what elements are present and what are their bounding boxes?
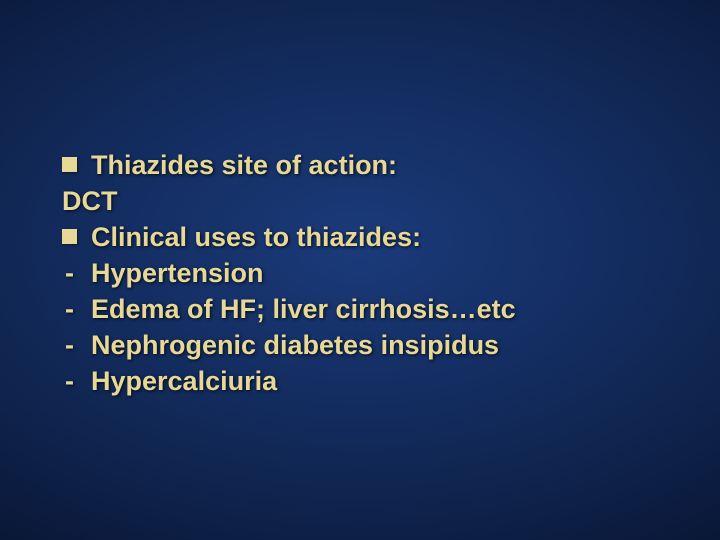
list-item-text: Nephrogenic diabetes insipidus [91,328,499,362]
list-item-text: DCT [62,184,118,218]
list-item: - Nephrogenic diabetes insipidus [62,328,680,362]
bullet-dash-icon: - [62,364,77,398]
list-item-text: Clinical uses to thiazides: [91,220,421,254]
bullet-dash-icon: - [62,256,77,290]
list-item: - Hypercalciuria [62,364,680,398]
bullet-dash-icon: - [62,292,77,326]
bullet-square-icon [62,157,77,172]
list-item-text: Hypercalciuria [91,364,277,398]
list-item-text: Hypertension [91,256,264,290]
list-item: Thiazides site of action: [62,148,680,182]
list-item: DCT [62,184,680,218]
bullet-dash-icon: - [62,328,77,362]
list-item: - Hypertension [62,256,680,290]
list-item-text: Thiazides site of action: [91,148,397,182]
slide-content: Thiazides site of action: DCT Clinical u… [62,148,680,400]
bullet-square-icon [62,229,77,244]
slide: Thiazides site of action: DCT Clinical u… [0,0,720,540]
list-item: Clinical uses to thiazides: [62,220,680,254]
list-item: - Edema of HF; liver cirrhosis…etc [62,292,680,326]
list-item-text: Edema of HF; liver cirrhosis…etc [91,292,516,326]
